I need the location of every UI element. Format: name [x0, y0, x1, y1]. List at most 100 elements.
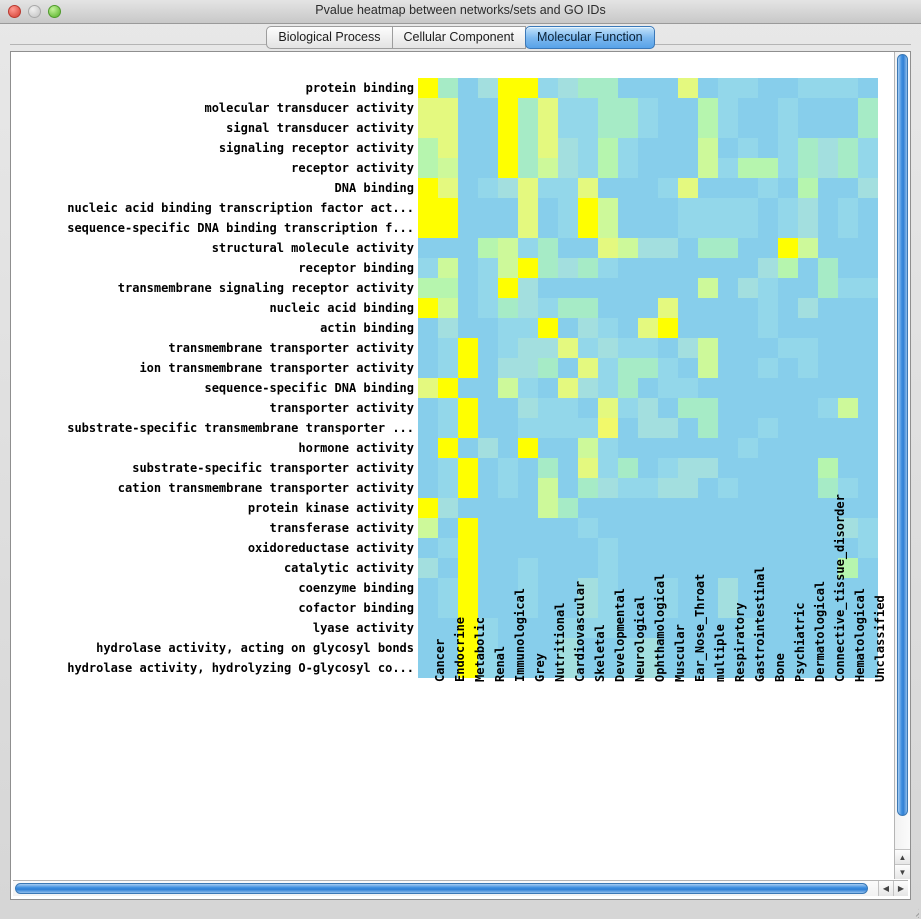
- heatmap-cell[interactable]: [798, 418, 818, 438]
- heatmap-cell[interactable]: [738, 358, 758, 378]
- heatmap-cell[interactable]: [758, 418, 778, 438]
- heatmap-cell[interactable]: [598, 198, 618, 218]
- heatmap-cell[interactable]: [558, 618, 578, 638]
- heatmap-cell[interactable]: [658, 298, 678, 318]
- heatmap-cell[interactable]: [438, 478, 458, 498]
- heatmap-cell[interactable]: [798, 458, 818, 478]
- heatmap-cell[interactable]: [638, 518, 658, 538]
- heatmap-cell[interactable]: [678, 658, 698, 678]
- heatmap-cell[interactable]: [818, 178, 838, 198]
- heatmap-cell[interactable]: [538, 198, 558, 218]
- heatmap-cell[interactable]: [718, 118, 738, 138]
- heatmap-cell[interactable]: [798, 238, 818, 258]
- heatmap-cell[interactable]: [538, 638, 558, 658]
- heatmap-cell[interactable]: [638, 338, 658, 358]
- heatmap-cell[interactable]: [638, 98, 658, 118]
- heatmap-cell[interactable]: [758, 178, 778, 198]
- heatmap-cell[interactable]: [618, 138, 638, 158]
- heatmap-cell[interactable]: [678, 438, 698, 458]
- heatmap-cell[interactable]: [578, 318, 598, 338]
- heatmap-cell[interactable]: [858, 658, 878, 678]
- heatmap-cell[interactable]: [758, 658, 778, 678]
- heatmap-cell[interactable]: [478, 418, 498, 438]
- heatmap-cell[interactable]: [658, 78, 678, 98]
- heatmap-cell[interactable]: [778, 498, 798, 518]
- heatmap-cell[interactable]: [658, 558, 678, 578]
- heatmap-cell[interactable]: [538, 238, 558, 258]
- heatmap-cell[interactable]: [698, 358, 718, 378]
- heatmap-cell[interactable]: [638, 298, 658, 318]
- heatmap-cell[interactable]: [818, 558, 838, 578]
- heatmap-cell[interactable]: [718, 358, 738, 378]
- heatmap-cell[interactable]: [818, 538, 838, 558]
- heatmap-cell[interactable]: [558, 238, 578, 258]
- heatmap-cell[interactable]: [838, 118, 858, 138]
- heatmap-cell[interactable]: [818, 398, 838, 418]
- heatmap-cell[interactable]: [838, 478, 858, 498]
- heatmap-cell[interactable]: [858, 458, 878, 478]
- heatmap-cell[interactable]: [578, 338, 598, 358]
- heatmap-cell[interactable]: [458, 598, 478, 618]
- heatmap-cell[interactable]: [678, 398, 698, 418]
- heatmap-cell[interactable]: [518, 338, 538, 358]
- heatmap-cell[interactable]: [438, 118, 458, 138]
- heatmap-cell[interactable]: [738, 638, 758, 658]
- heatmap-cell[interactable]: [478, 338, 498, 358]
- heatmap-cell[interactable]: [618, 238, 638, 258]
- heatmap-cell[interactable]: [798, 198, 818, 218]
- heatmap-cell[interactable]: [798, 378, 818, 398]
- heatmap-cell[interactable]: [678, 118, 698, 138]
- heatmap-cell[interactable]: [658, 138, 678, 158]
- heatmap-cell[interactable]: [458, 458, 478, 478]
- heatmap-cell[interactable]: [718, 558, 738, 578]
- heatmap-cell[interactable]: [518, 298, 538, 318]
- heatmap-cell[interactable]: [778, 218, 798, 238]
- heatmap-cell[interactable]: [618, 538, 638, 558]
- heatmap-cell[interactable]: [538, 378, 558, 398]
- heatmap-cell[interactable]: [438, 258, 458, 278]
- heatmap-cell[interactable]: [818, 438, 838, 458]
- heatmap-cell[interactable]: [578, 538, 598, 558]
- heatmap-cell[interactable]: [478, 398, 498, 418]
- heatmap-cell[interactable]: [758, 358, 778, 378]
- heatmap-cell[interactable]: [718, 658, 738, 678]
- heatmap-cell[interactable]: [758, 258, 778, 278]
- heatmap-cell[interactable]: [598, 578, 618, 598]
- heatmap-cell[interactable]: [578, 238, 598, 258]
- heatmap-cell[interactable]: [498, 198, 518, 218]
- heatmap-cell[interactable]: [658, 158, 678, 178]
- heatmap-cell[interactable]: [738, 318, 758, 338]
- heatmap-cell[interactable]: [638, 478, 658, 498]
- heatmap-cell[interactable]: [818, 238, 838, 258]
- heatmap-cell[interactable]: [558, 258, 578, 278]
- heatmap-cell[interactable]: [738, 398, 758, 418]
- heatmap-cell[interactable]: [538, 278, 558, 298]
- heatmap-cell[interactable]: [458, 238, 478, 258]
- heatmap-cell[interactable]: [698, 178, 718, 198]
- heatmap-cell[interactable]: [618, 198, 638, 218]
- heatmap-cell[interactable]: [718, 478, 738, 498]
- heatmap-cell[interactable]: [838, 498, 858, 518]
- heatmap-cell[interactable]: [718, 418, 738, 438]
- heatmap-cell[interactable]: [798, 318, 818, 338]
- heatmap-cell[interactable]: [518, 558, 538, 578]
- heatmap-cell[interactable]: [758, 278, 778, 298]
- heatmap-cell[interactable]: [798, 178, 818, 198]
- heatmap-cell[interactable]: [418, 498, 438, 518]
- heatmap-cell[interactable]: [538, 558, 558, 578]
- vertical-scrollbar-thumb[interactable]: [897, 54, 908, 816]
- heatmap-cell[interactable]: [498, 598, 518, 618]
- heatmap-cell[interactable]: [738, 478, 758, 498]
- heatmap-cell[interactable]: [438, 378, 458, 398]
- heatmap-cell[interactable]: [778, 318, 798, 338]
- heatmap-cell[interactable]: [638, 118, 658, 138]
- heatmap-cell[interactable]: [718, 498, 738, 518]
- heatmap-cell[interactable]: [598, 378, 618, 398]
- heatmap-cell[interactable]: [498, 478, 518, 498]
- heatmap-cell[interactable]: [518, 498, 538, 518]
- heatmap-cell[interactable]: [818, 518, 838, 538]
- heatmap-cell[interactable]: [438, 338, 458, 358]
- heatmap-cell[interactable]: [618, 178, 638, 198]
- heatmap-cell[interactable]: [658, 358, 678, 378]
- heatmap-cell[interactable]: [838, 258, 858, 278]
